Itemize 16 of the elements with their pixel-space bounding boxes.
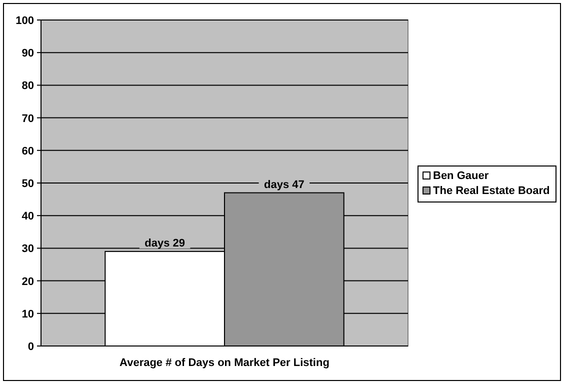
- y-tick-label: 20: [22, 276, 34, 288]
- y-tick-label: 80: [22, 80, 34, 92]
- y-tick-label: 70: [22, 112, 34, 125]
- y-tick-label: 0: [28, 341, 34, 353]
- y-tick-label: 60: [22, 145, 34, 158]
- y-tick-label: 40: [22, 210, 34, 223]
- data-label: days 29: [144, 237, 186, 250]
- legend-label: The Real Estate Board: [433, 185, 550, 197]
- y-tick-label: 50: [22, 178, 34, 190]
- y-tick-label: 100: [16, 15, 34, 27]
- legend-label: Ben Gauer: [433, 170, 490, 182]
- y-tick-label: 30: [22, 243, 34, 256]
- x-tick-label: Average # of Days on Market Per Listing: [120, 357, 330, 369]
- data-label: days 47: [264, 178, 304, 191]
- y-tick-label: 10: [22, 308, 34, 320]
- y-tick-label: 90: [22, 48, 34, 60]
